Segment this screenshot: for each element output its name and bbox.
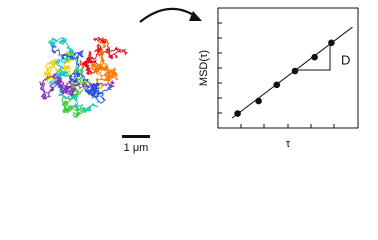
arrow-head — [189, 11, 202, 21]
trajectory-segment — [48, 36, 99, 112]
figure: 1 μm D MSD(τ) τ — [38, 7, 359, 154]
data-point — [328, 39, 335, 47]
slope-triangle — [297, 44, 331, 71]
axis-ticks — [218, 22, 335, 128]
scale-bar — [122, 135, 150, 138]
data-point — [311, 53, 318, 61]
trajectory-segment — [90, 37, 119, 85]
scale-bar-label: 1 μm — [124, 142, 149, 154]
data-point — [255, 97, 262, 105]
plot-frame — [217, 7, 359, 129]
trajectory — [38, 36, 128, 119]
trajectory-segment — [38, 73, 115, 101]
data-point — [273, 81, 281, 89]
annotation: D — [341, 52, 350, 67]
y-axis-label: MSD(τ) — [198, 50, 210, 86]
arrow — [139, 7, 199, 23]
data-point — [234, 110, 241, 117]
trajectory-segment — [79, 36, 128, 76]
data-point — [291, 67, 299, 75]
x-axis-label: τ — [286, 138, 291, 150]
